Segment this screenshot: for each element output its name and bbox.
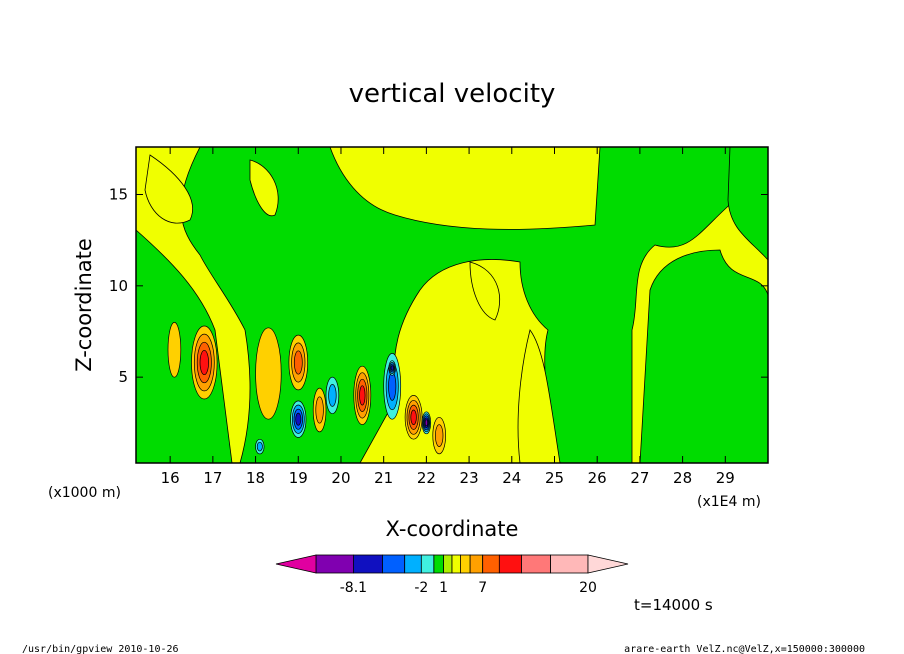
y-axis-label: Z-coordinate bbox=[72, 238, 96, 372]
colorbar-box-11 bbox=[498, 554, 522, 574]
cell-6-level-2 bbox=[328, 384, 337, 407]
cell-7-level-4 bbox=[359, 385, 366, 406]
positive-region-1 bbox=[249, 159, 279, 217]
cell-8-level-3 bbox=[388, 371, 397, 401]
x-tick-label-23: 23 bbox=[460, 469, 479, 487]
x-tick-label-19: 19 bbox=[289, 469, 308, 487]
colorbar-box-5 bbox=[433, 554, 445, 574]
positive-region-2 bbox=[469, 261, 501, 321]
time-label: t=14000 s bbox=[634, 596, 713, 614]
negative-region-2 bbox=[639, 249, 768, 463]
colorbar-label-3: 7 bbox=[478, 580, 487, 596]
cell-3-level-3 bbox=[293, 350, 303, 375]
cell-12-level-2 bbox=[435, 424, 444, 447]
cell-4-level-4 bbox=[295, 412, 302, 426]
cell-2-level-1 bbox=[255, 327, 282, 420]
x-tick-label-28: 28 bbox=[673, 469, 692, 487]
colorbar-box-3 bbox=[404, 554, 422, 574]
colorbar-box-12 bbox=[521, 554, 552, 574]
colorbar-box-2 bbox=[382, 554, 406, 574]
cell-11-level-5 bbox=[424, 419, 428, 427]
chart-title: vertical velocity bbox=[349, 79, 556, 109]
x-tick-label-18: 18 bbox=[246, 469, 265, 487]
colorbar-label-4: 20 bbox=[579, 580, 597, 596]
colorbar-low-arrow bbox=[275, 554, 317, 574]
positive-region-3 bbox=[517, 329, 561, 463]
colorbar-box-4 bbox=[420, 554, 435, 574]
colorbar-high-arrow bbox=[587, 554, 629, 574]
x-tick-label-25: 25 bbox=[545, 469, 564, 487]
cell-9-level-4 bbox=[390, 365, 394, 371]
footer-right: arare-earth_VelZ.nc@VelZ,x=150000:300000 bbox=[624, 644, 865, 654]
negative-region-1 bbox=[180, 147, 736, 463]
velocity-field bbox=[136, 147, 768, 463]
colorbar-labels: -8.1 -2 1 7 20 bbox=[340, 580, 597, 596]
cell-1-level-1 bbox=[167, 322, 182, 378]
x-tick-label-26: 26 bbox=[588, 469, 607, 487]
x-tick-label-22: 22 bbox=[417, 469, 436, 487]
cell-5-level-2 bbox=[315, 396, 324, 424]
x-axis-label: X-coordinate bbox=[386, 517, 519, 541]
colorbar-box-8 bbox=[459, 554, 471, 574]
x-tick-label-29: 29 bbox=[716, 469, 735, 487]
plot-frame bbox=[135, 146, 769, 464]
y-axis-ticks: 5 10 15 bbox=[109, 185, 768, 386]
positive-region-0 bbox=[144, 154, 193, 224]
colorbar bbox=[275, 554, 629, 574]
colorbar-label-0: -8.1 bbox=[340, 580, 367, 596]
x-tick-label-24: 24 bbox=[502, 469, 521, 487]
y-tick-label-10: 10 bbox=[109, 277, 128, 295]
colorbar-box-6 bbox=[443, 554, 453, 574]
colorbar-label-1: -2 bbox=[414, 580, 428, 596]
x-axis-unit: (x1E4 m) bbox=[697, 494, 761, 510]
colorbar-label-2: 1 bbox=[439, 580, 448, 596]
y-axis-unit: (x1000 m) bbox=[48, 485, 121, 501]
cell-0-level-4 bbox=[199, 349, 209, 376]
colorbar-box-0 bbox=[315, 554, 354, 574]
colorbar-box-9 bbox=[469, 554, 484, 574]
y-tick-label-15: 15 bbox=[109, 185, 128, 203]
negative-region-0 bbox=[136, 229, 233, 463]
footer-left: /usr/bin/gpview 2010-10-26 bbox=[22, 644, 179, 654]
x-tick-label-27: 27 bbox=[630, 469, 649, 487]
colorbar-box-10 bbox=[482, 554, 500, 574]
colorbar-box-13 bbox=[550, 554, 589, 574]
y-tick-label-5: 5 bbox=[118, 368, 128, 386]
colorbar-box-7 bbox=[451, 554, 461, 574]
x-axis-ticks: 16 17 18 19 20 21 22 23 24 25 26 27 28 29 bbox=[161, 147, 735, 487]
x-tick-label-17: 17 bbox=[203, 469, 222, 487]
colorbar-box-1 bbox=[352, 554, 383, 574]
x-tick-label-21: 21 bbox=[374, 469, 393, 487]
cell-10-level-4 bbox=[410, 409, 417, 425]
cell-13-level-2 bbox=[256, 441, 263, 452]
x-tick-label-16: 16 bbox=[161, 469, 180, 487]
x-tick-label-20: 20 bbox=[331, 469, 350, 487]
